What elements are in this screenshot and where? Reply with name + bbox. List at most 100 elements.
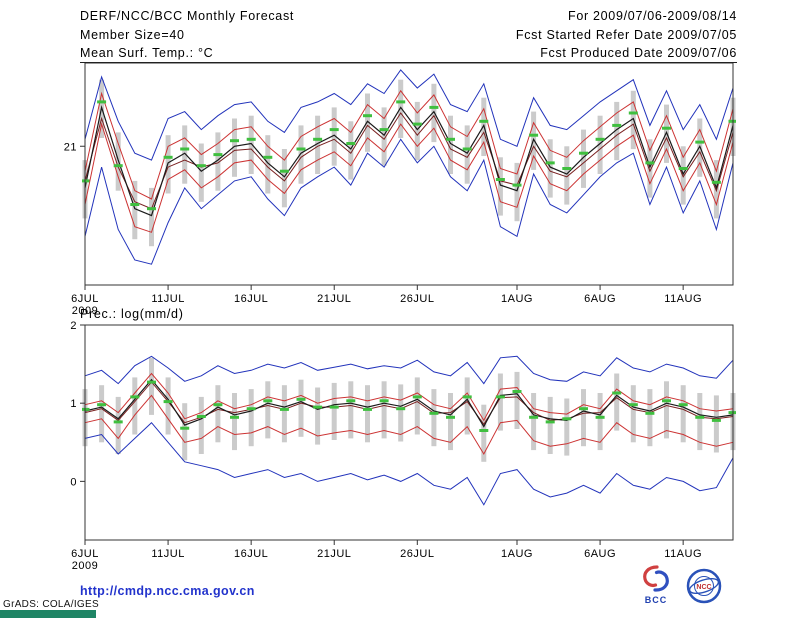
x-tick-label: 16JUL	[234, 293, 268, 305]
ensemble-spread-bar	[647, 389, 653, 447]
ncc-logo-orbit	[688, 577, 720, 595]
ensemble-spread-bar	[315, 387, 321, 445]
bottom-left-green-bar	[0, 610, 96, 618]
ensemble-spread-bar	[348, 381, 354, 439]
control-run-line	[84, 112, 734, 210]
ensemble-spread-bar	[497, 157, 503, 216]
ensemble-spread-bar	[331, 107, 337, 166]
ensemble-spread-bar	[232, 118, 237, 177]
ensemble-spread-bar	[547, 139, 553, 198]
produced-date-label: Fcst Produced Date 2009/07/06	[540, 46, 737, 60]
bcc-logo-red-swirl	[643, 565, 659, 587]
ensemble-spread-bar	[514, 371, 520, 429]
grads-credit: GrADS: COLA/IGES	[3, 599, 99, 610]
ensemble-spread-bar	[215, 385, 221, 443]
ensemble-spread-bar	[564, 146, 570, 205]
temperature-panel-frame	[84, 62, 734, 286]
x-tick-label: 6AUG	[584, 548, 616, 560]
ensemble-spread-bar	[497, 373, 503, 431]
lower-quartile-line	[84, 394, 734, 456]
member-size-label: Member Size=40	[80, 28, 185, 42]
ensemble-spread-bar	[182, 125, 188, 184]
lower-quartile-line	[84, 122, 734, 233]
ensemble-spread-bar	[132, 377, 138, 435]
ensemble-spread-bar	[182, 403, 188, 461]
ensemble-spread-bar	[531, 393, 537, 451]
ensemble-mean-line	[84, 105, 734, 217]
control-run-line	[84, 381, 734, 426]
ensemble-max-line	[84, 355, 734, 385]
x-tick-label: 26JUL	[400, 293, 434, 305]
ensemble-spread-bar	[630, 385, 636, 443]
ensemble-spread-bar	[564, 398, 570, 456]
x-tick-sublabel: 2009	[72, 560, 98, 572]
ensemble-spread-bar	[215, 132, 221, 191]
ensemble-spread-bar	[547, 396, 553, 454]
ensemble-spread-bar	[464, 377, 470, 435]
x-tick-sublabel: 2009	[72, 305, 98, 317]
ensemble-spread-bar	[265, 381, 271, 439]
page-title: DERF/NCC/BCC Monthly Forecast	[80, 9, 295, 23]
x-tick-label: 1AUG	[501, 293, 533, 305]
ensemble-spread-bar	[198, 396, 204, 454]
x-tick-label: 6AUG	[584, 293, 616, 305]
y-tick-label: 0	[70, 476, 77, 488]
forecast-range-label: For 2009/07/06-2009/08/14	[567, 9, 737, 23]
upper-quartile-line	[84, 372, 734, 422]
ncc-logo-text: NCC	[696, 584, 711, 591]
ensemble-spread-bar	[232, 393, 237, 451]
x-tick-label: 21JUL	[317, 293, 351, 305]
ensemble-spread-bar	[597, 393, 603, 451]
ensemble-spread-bar	[431, 83, 437, 143]
ensemble-max-line	[84, 69, 734, 161]
ensemble-spread-bar	[614, 101, 620, 161]
ensemble-spread-bar	[514, 162, 520, 222]
x-tick-label: 6JUL	[71, 548, 99, 560]
ensemble-spread-bar	[481, 404, 487, 462]
ncc-logo-inner-ring	[694, 576, 714, 596]
x-tick-label: 21JUL	[317, 548, 351, 560]
ensemble-spread-bar	[448, 393, 453, 451]
ensemble-spread-bar	[298, 379, 304, 437]
ensemble-spread-bar	[398, 79, 404, 138]
ncc-logo: NCC	[686, 568, 722, 604]
y-tick-label: 21	[64, 141, 77, 153]
ensemble-spread-bar	[713, 395, 719, 453]
ensemble-spread-bar	[348, 121, 354, 180]
temp-variable-label: Mean Surf. Temp.: °C	[80, 46, 214, 60]
ensemble-spread-bar	[597, 115, 603, 174]
y-tick-label: 1	[70, 398, 77, 410]
x-tick-label: 16JUL	[234, 548, 268, 560]
ensemble-spread-bar	[431, 389, 437, 447]
ensemble-spread-bar	[298, 125, 304, 184]
header-separator-line	[80, 62, 737, 63]
ensemble-spread-bar	[99, 385, 105, 443]
precipitation-panel-frame	[84, 324, 734, 541]
ensemble-spread-bar	[680, 146, 686, 205]
x-tick-label: 11AUG	[664, 548, 702, 560]
website-url: http://cmdp.ncc.cma.gov.cn	[80, 584, 255, 598]
x-tick-label: 11JUL	[151, 293, 184, 305]
refer-date-label: Fcst Started Refer Date 2009/07/05	[515, 28, 737, 42]
bcc-logo-blue-swirl	[653, 570, 669, 592]
ensemble-spread-bar	[149, 187, 154, 247]
bcc-logo: BCC	[643, 565, 669, 605]
ensemble-spread-bar	[365, 385, 370, 443]
ensemble-spread-bar	[664, 381, 669, 439]
x-tick-label: 1AUG	[501, 548, 533, 560]
y-tick-label: 2	[70, 320, 77, 332]
upper-quartile-line	[84, 89, 734, 200]
temperature-panel-marks	[82, 69, 736, 265]
x-tick-label: 6JUL	[71, 293, 99, 305]
precip-variable-label: Prec.: log(mm/d)	[80, 307, 184, 321]
ensemble-spread-bar	[281, 385, 287, 443]
ensemble-spread-bar	[614, 373, 620, 431]
ensemble-spread-bar	[115, 396, 121, 454]
ensemble-spread-bar	[365, 93, 370, 152]
ensemble-spread-bar	[448, 115, 453, 174]
ensemble-spread-bar	[581, 129, 586, 188]
x-tick-label: 11AUG	[664, 293, 702, 305]
ncc-logo-outer-ring	[686, 568, 722, 604]
